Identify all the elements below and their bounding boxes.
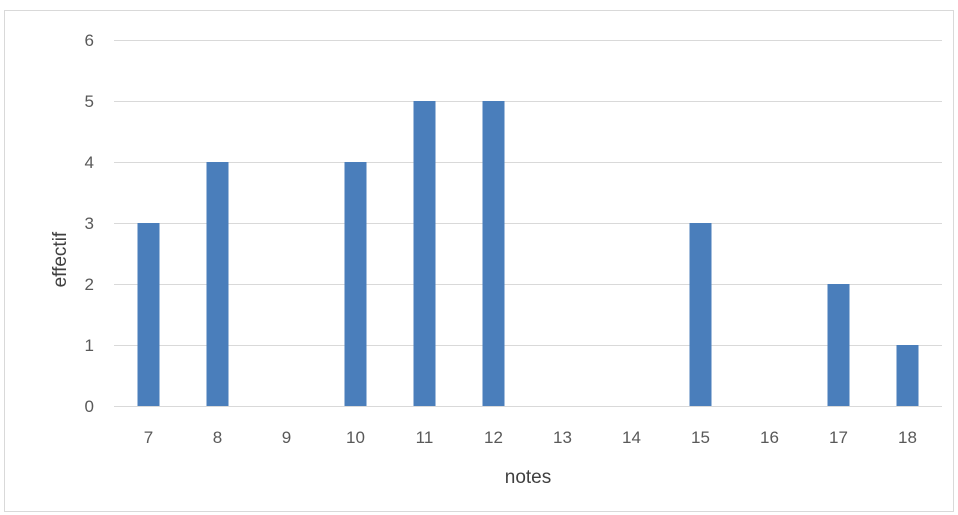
bar-8: [207, 162, 229, 406]
y-axis-ticks: 0 1 2 3 4 5 6: [85, 31, 94, 416]
x-axis-ticks: 7 8 9 10 11 12 13 14 15 16 17 18: [144, 428, 917, 447]
x-tick-label-14: 14: [622, 428, 641, 447]
bar-11: [414, 101, 436, 406]
x-tick-label-7: 7: [144, 428, 153, 447]
y-tick-label-0: 0: [85, 397, 94, 416]
y-tick-label-3: 3: [85, 214, 94, 233]
y-tick-label-2: 2: [85, 275, 94, 294]
bar-12: [483, 101, 505, 406]
bar-7: [138, 223, 160, 406]
y-axis-title: effectif: [50, 231, 71, 287]
bar-17: [828, 284, 850, 406]
bar-15: [690, 223, 712, 406]
y-tick-label-1: 1: [85, 336, 94, 355]
x-tick-label-9: 9: [282, 428, 291, 447]
bars: [138, 101, 919, 406]
x-axis-title: notes: [505, 467, 551, 488]
y-tick-label-6: 6: [85, 31, 94, 50]
x-tick-label-15: 15: [691, 428, 710, 447]
bar-10: [345, 162, 367, 406]
y-tick-label-4: 4: [85, 153, 94, 172]
gridlines: [114, 41, 942, 407]
x-tick-label-17: 17: [829, 428, 848, 447]
x-tick-label-8: 8: [213, 428, 222, 447]
y-tick-label-5: 5: [85, 92, 94, 111]
x-tick-label-10: 10: [346, 428, 365, 447]
bar-18: [897, 345, 919, 406]
x-tick-label-12: 12: [484, 428, 503, 447]
x-tick-label-16: 16: [760, 428, 779, 447]
x-tick-label-18: 18: [898, 428, 917, 447]
x-tick-label-11: 11: [416, 428, 434, 447]
x-tick-label-13: 13: [553, 428, 572, 447]
